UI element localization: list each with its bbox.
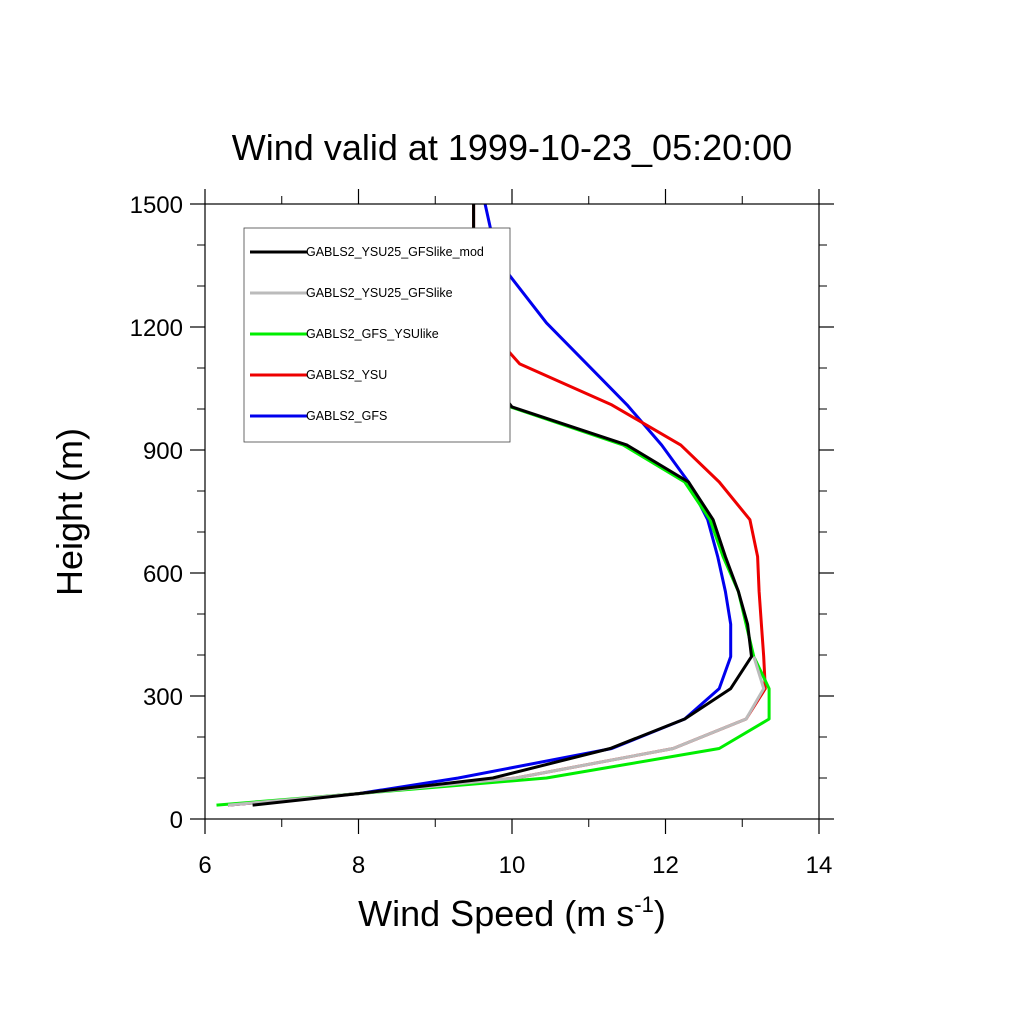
y-tick-label: 0 (170, 807, 183, 834)
x-axis-label-superscript: -1 (634, 892, 654, 917)
x-tick-label: 6 (198, 852, 211, 879)
x-axis-label-close: ) (654, 893, 666, 934)
legend-label-gabls2-ysu25-gfslike-mod: GABLS2_YSU25_GFSlike_mod (306, 245, 484, 259)
tick-layer: 6 8 10 12 14 0 300 600 900 1200 1500 (130, 189, 834, 879)
y-tick-label: 1500 (130, 192, 183, 219)
x-tick-label: 14 (806, 852, 833, 879)
y-axis-label: Height (m) (49, 428, 90, 596)
legend-items: GABLS2_YSU25_GFSlike_mod GABLS2_YSU25_GFS… (250, 245, 484, 423)
x-tick-label: 8 (352, 852, 365, 879)
x-axis-label: Wind Speed (m s-1) (358, 892, 666, 934)
legend-label-gabls2-ysu25-gfslike: GABLS2_YSU25_GFSlike (306, 286, 453, 300)
y-tick-label: 1200 (130, 315, 183, 342)
y-tick-label: 300 (143, 684, 183, 711)
x-tick-label: 12 (652, 852, 679, 879)
y-tick-label: 900 (143, 438, 183, 465)
legend-label-gabls2-ysu: GABLS2_YSU (306, 368, 387, 382)
y-tick-label: 600 (143, 561, 183, 588)
x-axis-label-main: Wind Speed (m s (358, 893, 634, 934)
x-tick-label: 10 (499, 852, 526, 879)
legend-label-gabls2-gfs: GABLS2_GFS (306, 409, 387, 423)
chart-title: Wind valid at 1999-10-23_05:20:00 (232, 127, 792, 168)
legend-label-gabls2-gfs-ysulike: GABLS2_GFS_YSUlike (306, 327, 439, 341)
legend: GABLS2_YSU25_GFSlike_mod GABLS2_YSU25_GFS… (243, 227, 511, 443)
